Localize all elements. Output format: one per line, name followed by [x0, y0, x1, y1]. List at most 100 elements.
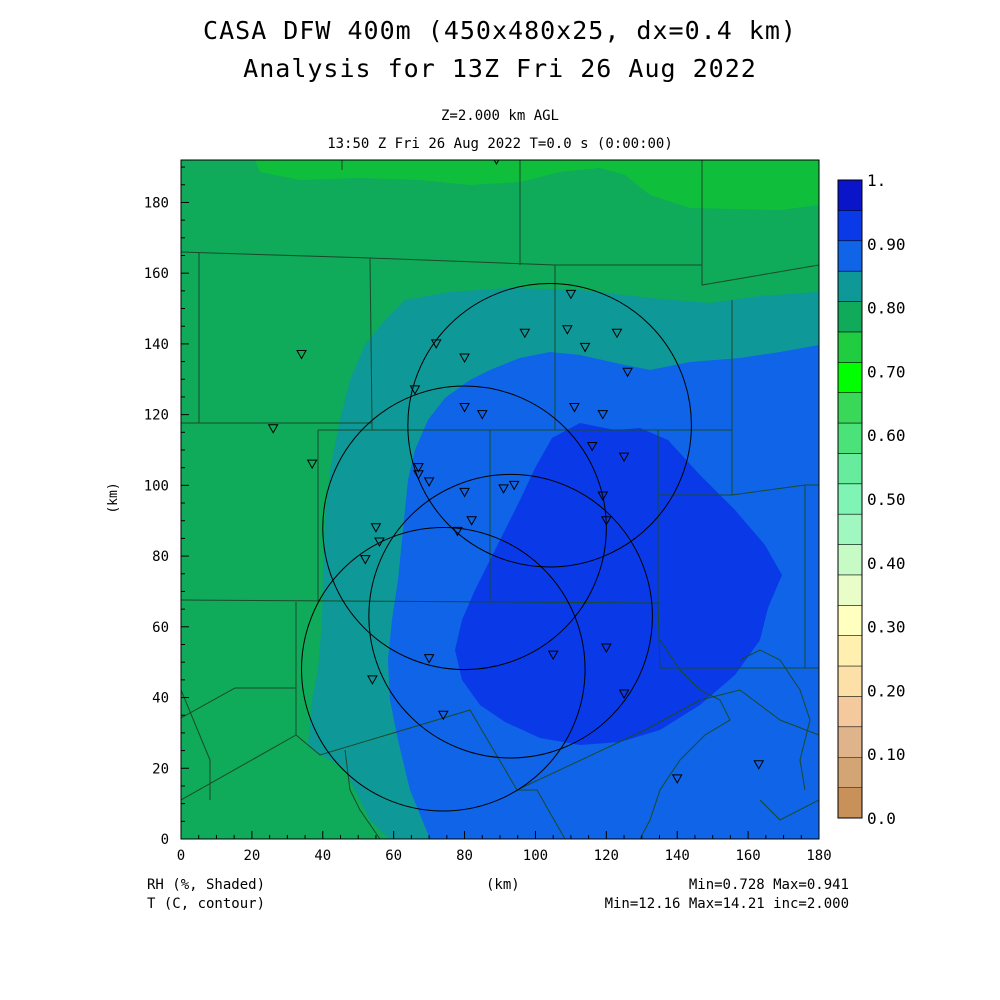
colorbar-swatch [838, 331, 862, 363]
rh-colorbar [837, 179, 863, 819]
station-marker [367, 675, 378, 685]
radar-ring-2 [368, 473, 653, 759]
colorbar-swatch [838, 362, 862, 394]
colorbar-frame [837, 179, 863, 819]
station-marker [586, 441, 598, 452]
colorbar-label: 0.20 [867, 681, 906, 700]
colorbar-swatch [838, 240, 862, 272]
y-tick-label: 160 [144, 266, 169, 282]
station-marker [600, 643, 612, 654]
y-tick-label: 120 [144, 408, 169, 424]
station-marker [597, 410, 609, 420]
colorbar-label: 1. [867, 171, 886, 190]
colorbar-label: 0.60 [867, 426, 906, 445]
station-marker [753, 760, 765, 770]
colorbar-label: 0.90 [867, 235, 906, 254]
station-marker [547, 650, 559, 661]
rh-shaded-field [181, 160, 819, 839]
station-marker [476, 410, 488, 420]
station-marker [579, 342, 591, 353]
station-marker [459, 403, 470, 413]
y-tick-label: 0 [161, 832, 169, 848]
level-label: Z=2.000 km AGL [440, 108, 559, 124]
station-marker [600, 516, 612, 526]
station-marker [519, 328, 531, 339]
x-tick-labels: 0 20 40 60 80 100 120 140 160 180 [177, 848, 832, 864]
y-tick-label: 60 [152, 620, 169, 636]
station-marker [671, 774, 683, 784]
x-tick-label: 100 [523, 848, 548, 864]
y-tick-labels: 0 20 40 60 80 100 120 140 160 180 [144, 195, 169, 848]
colorbar-swatch [838, 787, 862, 819]
station-marker [622, 367, 633, 378]
station-marker [569, 403, 580, 413]
radar-range-rings [301, 282, 692, 812]
radar-ring-1 [407, 282, 692, 568]
station-marker [466, 516, 477, 526]
station-marker [413, 470, 424, 480]
county-boundaries [181, 160, 819, 839]
colorbar-swatch [838, 666, 862, 697]
x-tick-label: 160 [735, 848, 760, 864]
station-marker [459, 353, 470, 364]
colorbar-swatch [838, 483, 862, 515]
colorbar-swatch [838, 696, 862, 728]
station-marker [359, 555, 371, 565]
colorbar-swatch [838, 392, 862, 424]
x-tick-label: 180 [806, 848, 831, 864]
station-marker [423, 477, 435, 487]
station-marker [565, 289, 577, 300]
rh-band-090 [455, 423, 782, 745]
station-marker [306, 459, 318, 470]
colorbar-swatch [838, 757, 862, 789]
x-tick-label: 120 [594, 848, 619, 864]
map-title-line2: Analysis for 13Z Fri 26 Aug 2022 [243, 54, 757, 83]
colorbar-swatch [838, 514, 862, 546]
x-axis-ticks [180, 831, 820, 839]
x-axis-title: (km) [486, 877, 520, 893]
station-marker [452, 526, 463, 537]
y-tick-label: 20 [152, 761, 169, 777]
station-marker [296, 350, 307, 360]
x-tick-label: 60 [385, 848, 402, 864]
colorbar-label: 0.40 [867, 554, 906, 573]
station-marker [267, 424, 279, 434]
colorbar-label: 0.70 [867, 362, 906, 381]
footer-t-minmax: Min=12.16 Max=14.21 inc=2.000 [604, 896, 849, 912]
colorbar-label: 0.0 [867, 809, 896, 828]
y-axis-ticks [181, 166, 189, 840]
x-tick-label: 80 [456, 848, 473, 864]
radar-ring-3 [322, 385, 607, 671]
map-title-line1: CASA DFW 400m (450x480x25, dx=0.4 km) [203, 16, 797, 45]
colorbar-swatch [838, 726, 862, 758]
colorbar-swatch [838, 423, 862, 454]
colorbar-swatch [838, 544, 862, 576]
station-marker [413, 463, 424, 473]
x-tick-label: 0 [177, 848, 185, 864]
radar-ring-0 [301, 526, 586, 812]
y-tick-label: 40 [152, 691, 169, 707]
colorbar-label: 0.50 [867, 490, 906, 509]
station-marker [430, 339, 442, 349]
station-marker [374, 537, 385, 547]
colorbar-swatch [838, 574, 862, 606]
colorbar-label: 0.10 [867, 745, 906, 764]
colorbar-swatch [838, 301, 862, 333]
footer-t-label: T (C, contour) [147, 896, 266, 912]
station-marker [409, 385, 421, 395]
station-marker [437, 710, 449, 721]
station-markers [267, 160, 765, 784]
colorbar-swatch [838, 271, 862, 303]
time-label: 13:50 Z Fri 26 Aug 2022 T=0.0 s (0:00:00… [327, 136, 673, 152]
station-marker [611, 328, 623, 339]
x-tick-label: 20 [243, 848, 260, 864]
footer-rh-minmax: Min=0.728 Max=0.941 [688, 877, 849, 893]
colorbar-swatch [838, 453, 862, 485]
footer-rh-label: RH (%, Shaded) [147, 877, 266, 893]
colorbar-swatch [838, 180, 862, 211]
y-tick-label: 80 [152, 549, 169, 565]
station-marker [618, 452, 630, 463]
x-tick-label: 140 [665, 848, 690, 864]
colorbar-swatch [838, 605, 862, 637]
